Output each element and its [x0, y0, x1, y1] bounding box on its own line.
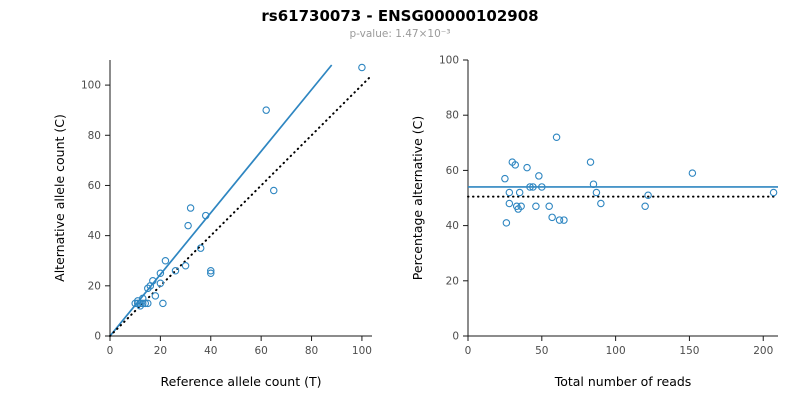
svg-text:0: 0: [94, 331, 101, 343]
allele-count-scatter-chart: 0 20 40 60 80 100 0 20 40 60 80 100 Reference allele…: [52, 60, 373, 389]
svg-text:60: 60: [88, 180, 101, 192]
figure-subtitle: p-value: 1.47×10⁻³: [349, 28, 451, 40]
svg-text:20: 20: [446, 275, 459, 287]
svg-text:150: 150: [679, 345, 699, 357]
svg-text:0: 0: [452, 331, 459, 343]
svg-text:Percentage alternative (C): Percentage alternative (C): [410, 116, 425, 280]
svg-text:80: 80: [305, 345, 318, 357]
svg-text:100: 100: [439, 55, 459, 67]
svg-text:0: 0: [107, 345, 114, 357]
reads-percentage-scatter-chart: 0 50 100 150 200 0 20 40 60 80 100 Total number of …: [410, 55, 779, 389]
svg-text:40: 40: [204, 345, 217, 357]
svg-text:80: 80: [446, 110, 459, 122]
svg-text:20: 20: [88, 280, 101, 292]
svg-text:60: 60: [446, 165, 459, 177]
svg-text:100: 100: [352, 345, 372, 357]
svg-text:200: 200: [753, 345, 773, 357]
svg-text:40: 40: [446, 220, 459, 232]
svg-text:Reference allele count (T): Reference allele count (T): [161, 374, 322, 389]
figure-title: rs61730073 - ENSG00000102908: [261, 7, 539, 25]
svg-text:20: 20: [154, 345, 167, 357]
charts-row: 0 20 40 60 80 100 0 20 40 60 80 100 Reference allele…: [0, 48, 800, 398]
svg-text:0: 0: [465, 345, 472, 357]
svg-text:60: 60: [254, 345, 267, 357]
figure-header: rs61730073 - ENSG00000102908 p-value: 1.…: [0, 0, 800, 48]
svg-text:Total number of reads: Total number of reads: [554, 374, 692, 389]
svg-text:100: 100: [81, 80, 101, 92]
svg-text:50: 50: [535, 345, 548, 357]
svg-text:80: 80: [88, 130, 101, 142]
svg-text:Alternative allele count (C): Alternative allele count (C): [52, 114, 67, 282]
svg-text:40: 40: [88, 230, 101, 242]
svg-text:100: 100: [606, 345, 626, 357]
